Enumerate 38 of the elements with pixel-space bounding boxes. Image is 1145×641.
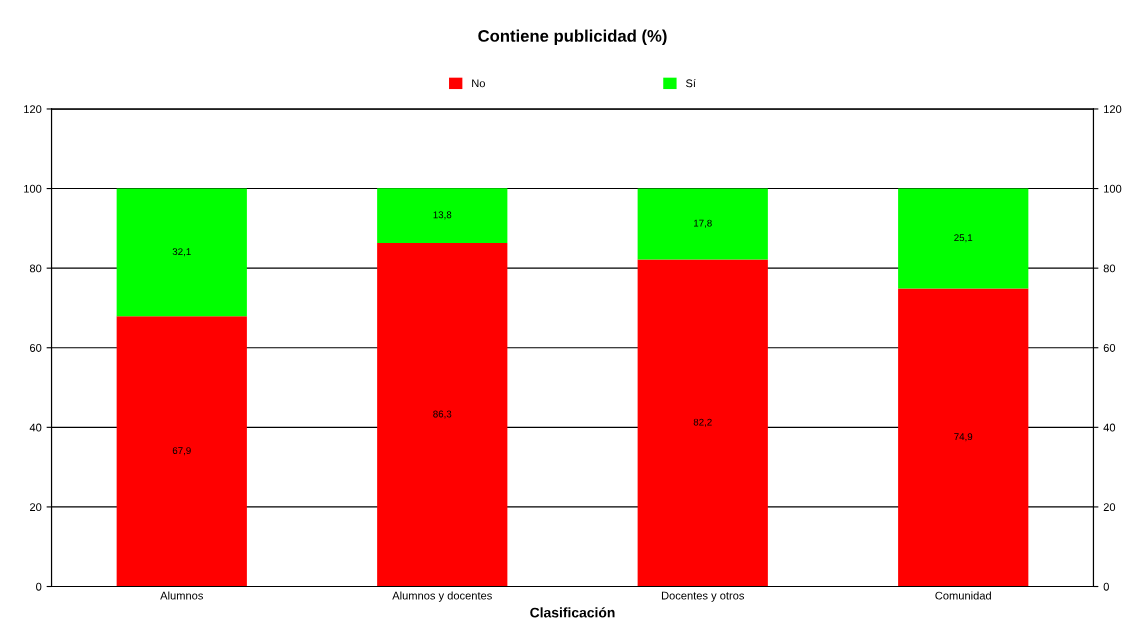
x-tick-label: Comunidad: [935, 591, 991, 600]
y-tick-label: 0: [36, 582, 42, 591]
chart-title: Contiene publicidad (%): [478, 29, 667, 46]
bar: [898, 288, 1029, 587]
data-label: 25,1: [954, 234, 973, 243]
bar: [637, 188, 768, 260]
y2-tick-label: 80: [1103, 264, 1116, 273]
x-axis-title: Clasificación: [530, 607, 615, 618]
bar: [116, 188, 247, 317]
bar: [377, 243, 508, 587]
legend-label: Sí: [685, 78, 696, 88]
y-tick-label: 100: [24, 184, 42, 193]
y2-tick-label: 20: [1103, 503, 1116, 512]
y-tick-label: 20: [30, 503, 42, 512]
data-label: 67,9: [172, 447, 191, 456]
legend-label: No: [472, 79, 485, 88]
y-tick-label: 120: [24, 105, 42, 114]
y2-tick-label: 60: [1103, 344, 1116, 352]
y-tick-label: 80: [29, 264, 42, 273]
bar: [377, 188, 508, 244]
y2-tick-label: 120: [1104, 105, 1122, 114]
x-tick-label: Docentes y otros: [661, 591, 745, 602]
data-label: 13,8: [433, 211, 452, 220]
data-label: 17,8: [694, 219, 712, 228]
bar: [898, 188, 1029, 289]
data-label: 32,1: [172, 248, 191, 257]
data-label: 74,9: [954, 433, 973, 442]
y2-tick-label: 40: [1103, 423, 1116, 432]
y2-tick-label: 0: [1103, 582, 1109, 591]
x-tick-label: Alumnos: [160, 591, 203, 600]
bar: [637, 259, 768, 587]
x-tick-label: Alumnos y docentes: [392, 591, 492, 602]
data-label: 86,3: [433, 410, 452, 419]
data-label: 82,2: [693, 418, 712, 427]
bar: [116, 316, 247, 587]
y-tick-label: 40: [29, 423, 42, 432]
y-tick-label: 60: [30, 344, 42, 352]
y2-tick-label: 100: [1104, 184, 1122, 193]
